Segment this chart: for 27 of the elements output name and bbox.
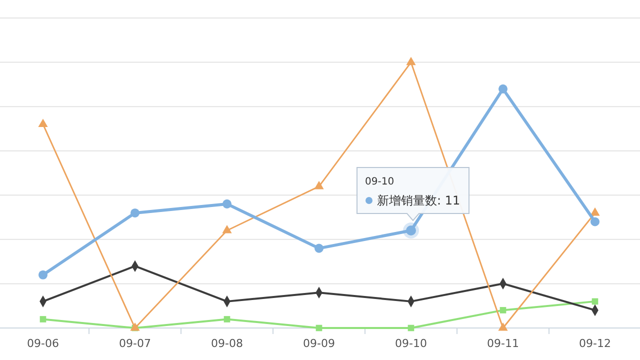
point (316, 324, 322, 332)
x-tick-label: 09-06 (27, 337, 59, 350)
annotation: : 11 (437, 194, 460, 208)
x-tick-label: 09-09 (303, 337, 335, 350)
x-tick-label: 09-08 (211, 337, 243, 350)
point (38, 270, 48, 280)
point (314, 180, 324, 190)
point (590, 217, 600, 226)
point (408, 324, 414, 332)
point (590, 207, 600, 216)
point (130, 208, 140, 218)
point (224, 316, 230, 322)
annotation: 09-10 (365, 176, 394, 188)
point (500, 307, 506, 314)
x-tick-label: 09-11 (487, 337, 519, 350)
legend-label: 新增销量数 (377, 194, 437, 208)
point (406, 56, 416, 66)
point (498, 84, 508, 94)
point (592, 298, 598, 305)
point (38, 118, 48, 128)
point (222, 199, 232, 208)
x-tick-label: 09-10 (395, 337, 427, 350)
x-tick-label: 09-07 (119, 337, 151, 350)
point (40, 316, 46, 322)
point (314, 244, 324, 253)
x-tick-label: 09-12 (579, 337, 611, 350)
point (222, 224, 232, 234)
